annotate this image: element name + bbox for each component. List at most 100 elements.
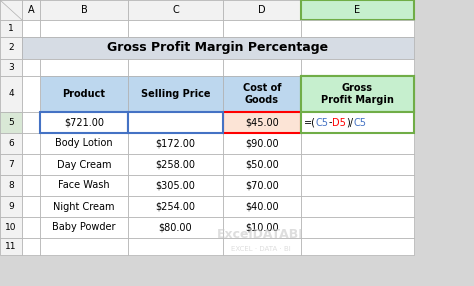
- Bar: [0, 133, 22, 154]
- Bar: [223, 175, 301, 196]
- Bar: [301, 59, 414, 76]
- Text: -: -: [329, 118, 332, 128]
- Bar: [22, 76, 40, 112]
- Bar: [0, 175, 22, 196]
- Text: Shampoo: Shampoo: [61, 118, 107, 128]
- Text: $70.00: $70.00: [245, 180, 279, 190]
- Text: Cost of
Goods: Cost of Goods: [243, 83, 281, 105]
- Text: C: C: [172, 5, 179, 15]
- Bar: [22, 112, 40, 133]
- Bar: [223, 0, 301, 20]
- Bar: [223, 20, 301, 37]
- Text: C5: C5: [316, 118, 329, 128]
- Bar: [223, 154, 301, 175]
- Text: 5: 5: [8, 118, 14, 127]
- Bar: [128, 112, 223, 133]
- Text: $172.00: $172.00: [155, 138, 195, 148]
- Bar: [128, 175, 223, 196]
- Text: Gross
Profit Margin: Gross Profit Margin: [321, 83, 394, 105]
- Text: 2: 2: [8, 43, 14, 53]
- Text: $40.00: $40.00: [245, 202, 279, 212]
- Bar: [128, 59, 223, 76]
- Text: $254.00: $254.00: [155, 202, 195, 212]
- Bar: [301, 20, 414, 37]
- Bar: [40, 20, 128, 37]
- Text: E: E: [355, 5, 361, 15]
- Bar: [128, 154, 223, 175]
- Text: 9: 9: [8, 202, 14, 211]
- Bar: [40, 112, 128, 133]
- Text: B: B: [81, 5, 87, 15]
- Bar: [128, 238, 223, 255]
- Bar: [128, 112, 223, 133]
- Bar: [0, 20, 22, 37]
- Text: Day Cream: Day Cream: [57, 160, 111, 170]
- Text: $45.00: $45.00: [245, 118, 279, 128]
- Text: A: A: [27, 5, 34, 15]
- Bar: [40, 133, 128, 154]
- Bar: [223, 238, 301, 255]
- Bar: [301, 238, 414, 255]
- Text: D5: D5: [332, 118, 346, 128]
- Bar: [40, 196, 128, 217]
- Bar: [301, 112, 414, 133]
- Text: Body Lotion: Body Lotion: [55, 138, 113, 148]
- Bar: [223, 112, 301, 133]
- Bar: [128, 20, 223, 37]
- Bar: [0, 59, 22, 76]
- Text: $10.00: $10.00: [245, 223, 279, 233]
- Bar: [0, 37, 22, 59]
- Text: =(: =(: [304, 118, 316, 128]
- Bar: [223, 59, 301, 76]
- Bar: [40, 217, 128, 238]
- Text: $721.00: $721.00: [155, 118, 195, 128]
- Bar: [301, 217, 414, 238]
- Bar: [301, 76, 414, 112]
- Bar: [40, 112, 128, 133]
- Bar: [22, 133, 40, 154]
- Text: Face Wash: Face Wash: [58, 180, 110, 190]
- Bar: [0, 112, 22, 133]
- Text: 4: 4: [8, 90, 14, 98]
- Bar: [223, 112, 301, 133]
- Text: ExcelDATABI: ExcelDATABI: [217, 228, 304, 241]
- Text: Gross Profit Margin Percentage: Gross Profit Margin Percentage: [108, 41, 328, 55]
- Bar: [22, 217, 40, 238]
- Bar: [40, 59, 128, 76]
- Bar: [22, 59, 40, 76]
- Text: 11: 11: [5, 242, 17, 251]
- Bar: [0, 217, 22, 238]
- Text: 1: 1: [8, 24, 14, 33]
- Bar: [22, 154, 40, 175]
- Bar: [301, 154, 414, 175]
- Text: C5: C5: [354, 118, 366, 128]
- Text: 3: 3: [8, 63, 14, 72]
- Bar: [22, 238, 40, 255]
- Bar: [223, 133, 301, 154]
- Text: $80.00: $80.00: [159, 223, 192, 233]
- Bar: [40, 76, 128, 112]
- Bar: [0, 196, 22, 217]
- Bar: [40, 238, 128, 255]
- Bar: [301, 0, 414, 20]
- Text: 6: 6: [8, 139, 14, 148]
- Bar: [128, 133, 223, 154]
- Bar: [128, 196, 223, 217]
- Text: $90.00: $90.00: [245, 138, 279, 148]
- Bar: [22, 175, 40, 196]
- Bar: [22, 37, 414, 59]
- Bar: [22, 0, 40, 20]
- Text: $45.00: $45.00: [245, 118, 279, 128]
- Text: 7: 7: [8, 160, 14, 169]
- Bar: [22, 196, 40, 217]
- Bar: [0, 0, 22, 20]
- Bar: [223, 217, 301, 238]
- Text: $50.00: $50.00: [245, 160, 279, 170]
- Text: 8: 8: [8, 181, 14, 190]
- Bar: [22, 20, 40, 37]
- Bar: [301, 196, 414, 217]
- Bar: [301, 112, 414, 133]
- Text: $258.00: $258.00: [155, 160, 195, 170]
- Bar: [40, 0, 128, 20]
- Text: Selling Price: Selling Price: [141, 89, 210, 99]
